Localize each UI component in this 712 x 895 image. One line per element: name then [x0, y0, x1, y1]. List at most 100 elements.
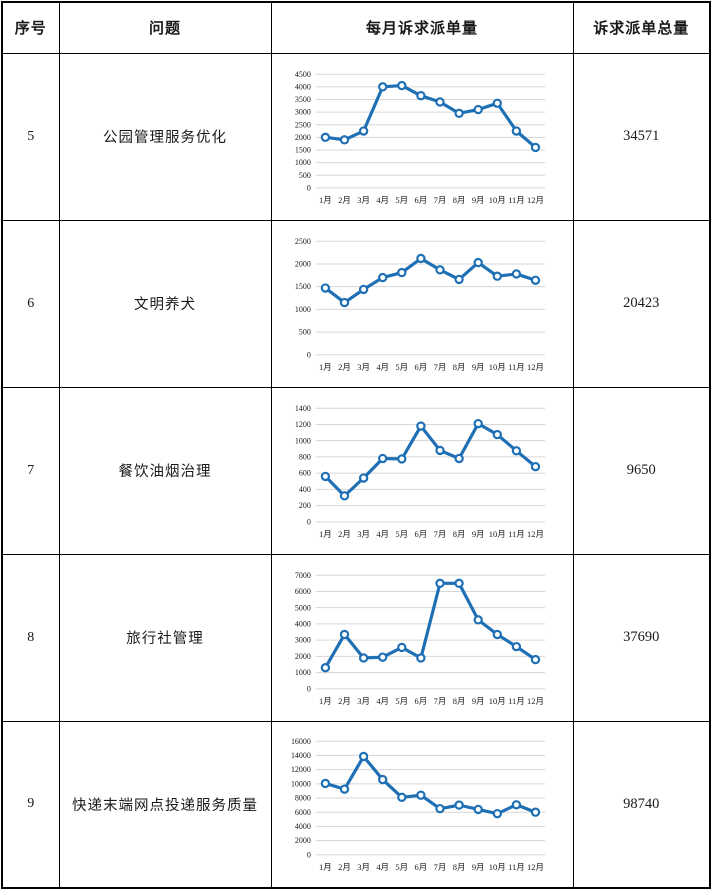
row-index: 7	[1, 386, 60, 555]
total-value: 9650	[572, 386, 711, 555]
problem-label: 快递末端网点投递服务质量	[58, 720, 272, 889]
svg-text:5000: 5000	[294, 603, 310, 612]
svg-text:7月: 7月	[433, 361, 446, 371]
svg-text:5月: 5月	[395, 528, 408, 538]
svg-text:6月: 6月	[414, 194, 427, 204]
svg-text:4000: 4000	[294, 82, 310, 91]
svg-text:2000: 2000	[294, 259, 310, 268]
svg-text:3月: 3月	[357, 361, 370, 371]
svg-text:9月: 9月	[471, 194, 484, 204]
table-row: 6 文明养犬 0 500 1000 1500 2000 2500 1月 2月 3月 4月 5月 6月 7…	[1, 219, 711, 388]
svg-text:5月: 5月	[395, 862, 408, 872]
header-total-volume: 诉求派单总量	[572, 1, 711, 54]
svg-text:2000: 2000	[294, 836, 310, 845]
line-chart: 0 200 400 600 800 1000 1200 1400 1月 2月 3月 4月 5月 6月 7月 8…	[272, 392, 572, 550]
svg-text:3000: 3000	[294, 107, 310, 116]
svg-text:6月: 6月	[414, 361, 427, 371]
problem-label: 文明养犬	[58, 219, 272, 388]
row-index: 5	[1, 52, 60, 221]
svg-text:2500: 2500	[294, 120, 310, 129]
svg-text:6000: 6000	[294, 808, 310, 817]
svg-text:4月: 4月	[376, 528, 389, 538]
svg-text:9月: 9月	[471, 695, 484, 705]
svg-text:6月: 6月	[414, 695, 427, 705]
header-monthly-volume: 每月诉求派单量	[270, 1, 574, 54]
total-value: 34571	[572, 52, 711, 221]
svg-text:7月: 7月	[433, 194, 446, 204]
svg-text:3月: 3月	[357, 695, 370, 705]
svg-text:7月: 7月	[433, 695, 446, 705]
svg-text:12月: 12月	[527, 194, 544, 204]
svg-text:4月: 4月	[376, 695, 389, 705]
line-chart: 0 2000 4000 6000 8000 10000 12000 14000 16000 1月 2…	[272, 725, 572, 883]
svg-text:6000: 6000	[294, 587, 310, 596]
svg-text:5月: 5月	[395, 194, 408, 204]
problem-label: 旅行社管理	[58, 553, 272, 722]
svg-text:12000: 12000	[290, 765, 310, 774]
svg-text:3月: 3月	[357, 528, 370, 538]
svg-text:7月: 7月	[433, 862, 446, 872]
svg-text:10月: 10月	[488, 361, 505, 371]
svg-text:1月: 1月	[319, 862, 332, 872]
svg-text:1月: 1月	[319, 528, 332, 538]
svg-text:2500: 2500	[294, 236, 310, 245]
svg-text:11月: 11月	[508, 862, 525, 872]
problem-label: 餐饮油烟治理	[58, 386, 272, 555]
svg-text:4000: 4000	[294, 822, 310, 831]
svg-text:500: 500	[298, 327, 310, 336]
svg-text:8月: 8月	[452, 194, 465, 204]
monthly-chart-cell: 0 1000 2000 3000 4000 5000 6000 7000 1月 2月 3月 4月 5月 6…	[270, 553, 574, 722]
svg-text:1200: 1200	[294, 420, 310, 429]
svg-text:4月: 4月	[376, 862, 389, 872]
svg-text:2000: 2000	[294, 132, 310, 141]
svg-text:2月: 2月	[338, 194, 351, 204]
total-value: 20423	[572, 219, 711, 388]
svg-text:8月: 8月	[452, 528, 465, 538]
svg-text:9月: 9月	[471, 862, 484, 872]
svg-text:1000: 1000	[294, 668, 310, 677]
svg-text:11月: 11月	[508, 528, 525, 538]
svg-text:10000: 10000	[290, 780, 310, 789]
svg-text:10月: 10月	[488, 695, 505, 705]
svg-text:3000: 3000	[294, 635, 310, 644]
row-index: 8	[1, 553, 60, 722]
line-chart: 0 500 1000 1500 2000 2500 1月 2月 3月 4月 5月 6月 7月 8月 9月 10…	[272, 225, 572, 383]
svg-text:2月: 2月	[338, 862, 351, 872]
svg-text:3500: 3500	[294, 95, 310, 104]
svg-text:1500: 1500	[294, 145, 310, 154]
svg-text:11月: 11月	[508, 194, 525, 204]
svg-text:500: 500	[298, 170, 310, 179]
svg-text:0: 0	[306, 350, 310, 359]
total-value: 37690	[572, 553, 711, 722]
svg-text:10月: 10月	[488, 862, 505, 872]
table-row: 7 餐饮油烟治理 0 200 400 600 800 1000 1200 1400 1月 2月 3月…	[1, 386, 711, 555]
svg-text:11月: 11月	[508, 695, 525, 705]
svg-text:1月: 1月	[319, 695, 332, 705]
svg-text:800: 800	[298, 452, 310, 461]
problem-label: 公园管理服务优化	[58, 52, 272, 221]
monthly-chart-cell: 0 2000 4000 6000 8000 10000 12000 14000 16000 1月 2…	[270, 720, 574, 889]
svg-text:12月: 12月	[527, 862, 544, 872]
svg-text:16000: 16000	[290, 737, 310, 746]
svg-text:6月: 6月	[414, 862, 427, 872]
svg-text:400: 400	[298, 484, 310, 493]
svg-text:12月: 12月	[527, 528, 544, 538]
line-chart: 0 1000 2000 3000 4000 5000 6000 7000 1月 2月 3月 4月 5月 6…	[272, 559, 572, 717]
svg-text:2000: 2000	[294, 651, 310, 660]
svg-text:0: 0	[306, 517, 310, 526]
svg-text:200: 200	[298, 501, 310, 510]
svg-text:8月: 8月	[452, 695, 465, 705]
svg-text:1月: 1月	[319, 194, 332, 204]
svg-text:6月: 6月	[414, 528, 427, 538]
header-index: 序号	[1, 1, 60, 54]
table-row: 5 公园管理服务优化 0 500 1000 1500 2000 2500 3000 3500 4…	[1, 52, 711, 221]
svg-text:1400: 1400	[294, 403, 310, 412]
header-row: 序号 问题 每月诉求派单量 诉求派单总量	[1, 1, 711, 54]
svg-text:600: 600	[298, 468, 310, 477]
svg-text:4500: 4500	[294, 69, 310, 78]
svg-text:1500: 1500	[294, 282, 310, 291]
line-chart: 0 500 1000 1500 2000 2500 3000 3500 4000 4500 1月 2月…	[272, 58, 572, 216]
svg-text:10月: 10月	[488, 528, 505, 538]
monthly-chart-cell: 0 200 400 600 800 1000 1200 1400 1月 2月 3月 4月 5月 6月 7月 8…	[270, 386, 574, 555]
svg-text:1000: 1000	[294, 158, 310, 167]
